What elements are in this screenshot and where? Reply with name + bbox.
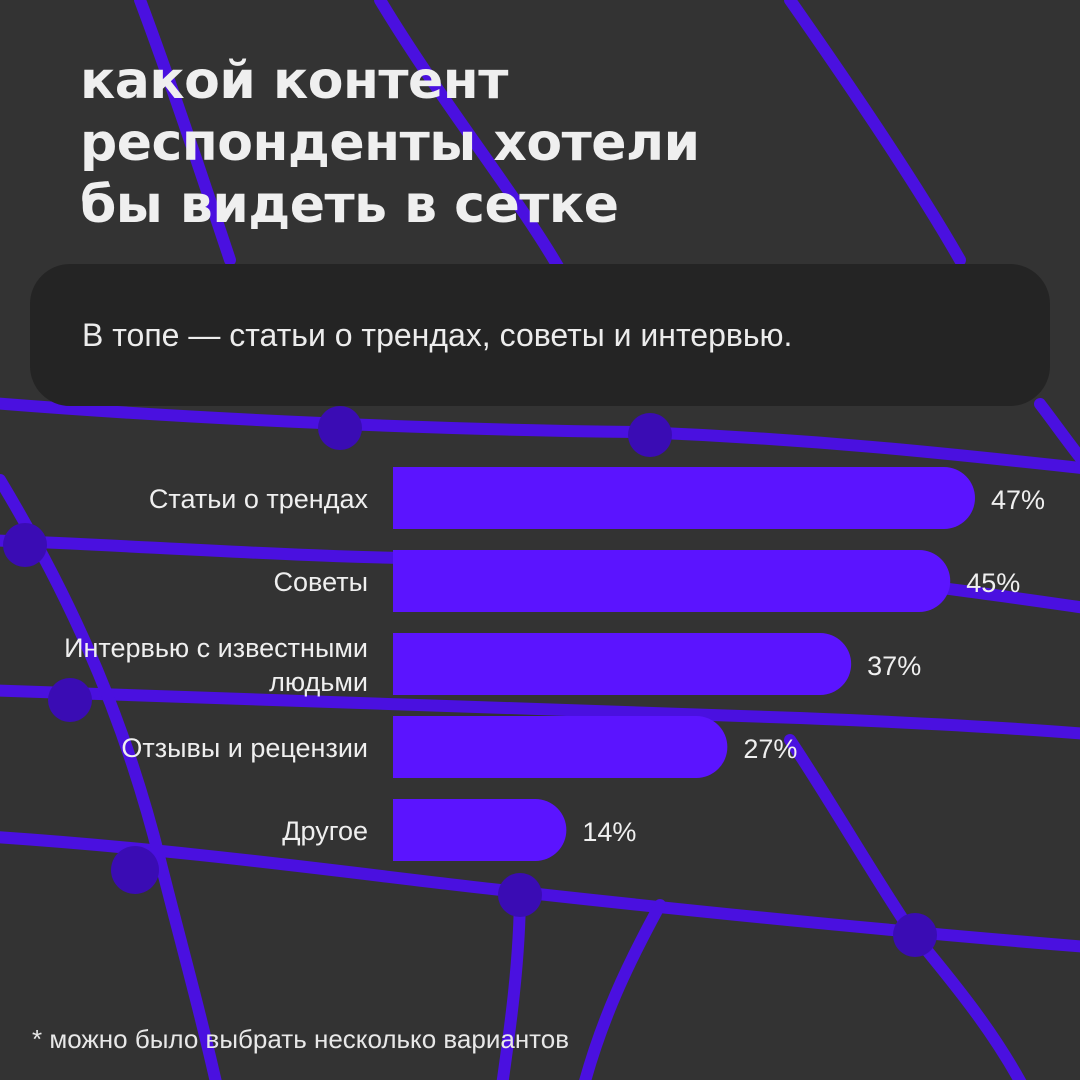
bar: [393, 467, 975, 529]
net-knot: [893, 913, 937, 957]
category-label: людьми: [269, 667, 368, 697]
category-label: Отзывы и рецензии: [121, 733, 368, 763]
bar: [393, 633, 852, 695]
value-label: 14%: [582, 817, 636, 847]
value-label: 37%: [867, 651, 921, 681]
category-label: Статьи о трендах: [149, 484, 369, 514]
net-strand: [784, 0, 966, 266]
title-line: бы видеть в сетке: [80, 175, 619, 235]
title-line: респонденты хотели: [80, 113, 700, 173]
net-strand: [0, 684, 1080, 740]
net-strand: [0, 397, 1080, 474]
value-label: 47%: [991, 485, 1045, 515]
category-label: Другое: [282, 816, 368, 846]
category-label: Советы: [274, 567, 368, 597]
net-knot: [318, 406, 362, 450]
net-strand: [374, 0, 566, 276]
net-knot: [111, 846, 159, 894]
bar: [393, 716, 728, 778]
summary-text: В топе — статьи о трендах, советы и инте…: [82, 317, 793, 353]
value-label: 27%: [743, 734, 797, 764]
summary-callout: В топе — статьи о трендах, советы и инте…: [30, 264, 1050, 406]
slide-title: какой контент респонденты хотели бы виде…: [80, 50, 1020, 236]
net-strand: [134, 0, 236, 266]
net-strand: [1034, 398, 1080, 467]
net-knot: [498, 873, 542, 917]
net-knot: [628, 413, 672, 457]
net-strand: [0, 474, 222, 1080]
footnote: * можно было выбрать несколько вариантов: [32, 1024, 570, 1054]
net-knot: [48, 678, 92, 722]
net-strand: [579, 899, 666, 1080]
net-knot: [3, 523, 47, 567]
title-line: какой контент: [80, 51, 508, 111]
bar: [393, 799, 567, 861]
bar: [393, 550, 951, 612]
category-label: Интервью с известными: [64, 633, 368, 663]
value-label: 45%: [966, 568, 1020, 598]
